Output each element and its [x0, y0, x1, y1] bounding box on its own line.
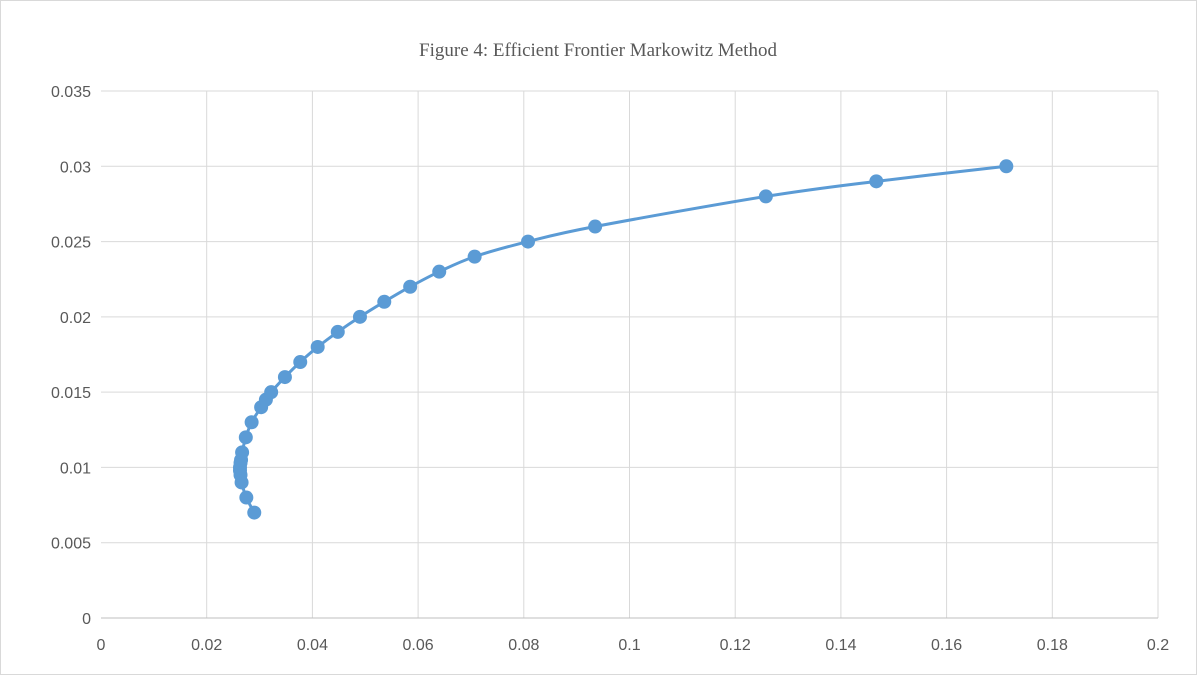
x-tick-label: 0.02 [191, 637, 222, 654]
x-tick-label: 0.16 [931, 637, 962, 654]
data-point [247, 505, 262, 520]
data-point [264, 385, 279, 400]
y-tick-label: 0.03 [60, 159, 91, 176]
x-tick-label: 0 [97, 637, 106, 654]
y-tick-label: 0.005 [51, 536, 91, 553]
y-tick-label: 0.02 [60, 310, 91, 327]
data-point [377, 294, 392, 309]
chart-title: Figure 4: Efficient Frontier Markowitz M… [419, 40, 777, 61]
data-point [432, 264, 447, 279]
x-tick-label: 0.06 [403, 637, 434, 654]
series-layer [232, 159, 1014, 520]
x-tick-label: 0.18 [1037, 637, 1068, 654]
data-point [467, 249, 482, 264]
x-tick-label: 0.04 [297, 637, 328, 654]
y-tick-label: 0.015 [51, 385, 91, 402]
x-tick-label: 0.08 [508, 637, 539, 654]
data-point [758, 189, 773, 204]
series-line [238, 164, 1007, 514]
data-point [521, 234, 536, 249]
data-point [238, 430, 253, 445]
data-point [244, 415, 259, 430]
grid-lines [101, 90, 1159, 619]
y-tick-label: 0.025 [51, 235, 91, 252]
data-point [330, 324, 345, 339]
data-point [869, 174, 884, 189]
data-point [239, 490, 254, 505]
tick-labels: 0 0.02 0.04 0.06 0.08 0.1 0.12 0.14 0.16 0.18 0.2 0… [51, 84, 1169, 654]
x-tick-label: 0.12 [720, 637, 751, 654]
data-point [588, 219, 603, 234]
y-tick-label: 0.01 [60, 460, 91, 477]
x-tick-label: 0.14 [825, 637, 856, 654]
x-tick-label: 0.2 [1147, 637, 1169, 654]
data-point [310, 339, 325, 354]
y-tick-label: 0.035 [51, 84, 91, 101]
data-point [999, 159, 1014, 174]
data-point [293, 355, 308, 370]
x-tick-label: 0.1 [618, 637, 640, 654]
data-point [352, 309, 367, 324]
data-point [235, 445, 250, 460]
y-tick-label: 0 [82, 611, 91, 628]
data-point [403, 279, 418, 294]
data-point [277, 370, 292, 385]
